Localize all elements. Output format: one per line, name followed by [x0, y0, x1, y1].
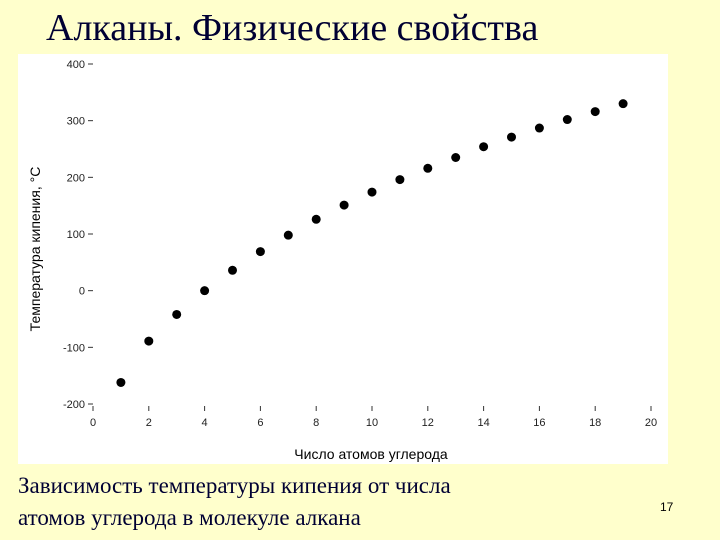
- data-point: [228, 265, 237, 275]
- slide-number: 17: [660, 500, 674, 514]
- y-axis: -200 -100 0 100 200 300 400: [63, 59, 93, 411]
- data-point: [144, 336, 154, 346]
- x-tick-label: 14: [477, 417, 489, 429]
- y-tick-label: 200: [67, 172, 85, 184]
- caption-line-2: атомов углерода в молекуле алкана: [18, 505, 361, 530]
- data-point: [172, 309, 182, 319]
- y-axis-label: Температура кипения, °C: [27, 167, 43, 332]
- data-point: [590, 107, 600, 117]
- data-point: [311, 214, 321, 224]
- x-tick-label: 20: [645, 417, 657, 429]
- slide-title: Алканы. Физические свойства: [46, 7, 539, 49]
- y-tick-label: -100: [63, 342, 85, 354]
- x-tick-label: 10: [366, 417, 378, 429]
- data-point: [451, 153, 461, 162]
- data-point: [507, 132, 516, 142]
- y-tick-label: 300: [67, 116, 85, 128]
- caption-line-1: Зависимость температуры кипения от числа: [18, 473, 451, 498]
- data-point: [200, 286, 210, 296]
- data-point: [479, 142, 489, 152]
- x-tick-label: 12: [422, 417, 434, 429]
- data-point: [395, 175, 405, 185]
- x-tick-label: 18: [589, 417, 601, 429]
- x-tick-label: 6: [257, 417, 263, 429]
- data-points: [116, 99, 628, 387]
- x-axis: 0 2 4 6 8 10 12 14 16 18 20: [90, 406, 657, 429]
- y-tick-label: 100: [67, 229, 85, 241]
- y-tick-label: -200: [63, 399, 85, 411]
- x-tick-label: 0: [90, 417, 96, 429]
- data-point: [562, 115, 572, 125]
- chart-panel: -200 -100 0 100 200 300 400 0 2 4 6 8 10 12 14 16 18 20 …: [18, 54, 668, 464]
- x-tick-label: 4: [202, 417, 208, 429]
- slide-caption: Зависимость температуры кипения от числа…: [18, 470, 638, 534]
- data-point: [255, 247, 265, 257]
- x-tick-label: 16: [533, 417, 545, 429]
- x-tick-label: 2: [146, 417, 152, 429]
- data-point: [283, 230, 293, 240]
- x-tick-label: 8: [313, 417, 319, 429]
- y-tick-label: 0: [79, 286, 85, 298]
- data-point: [367, 187, 377, 197]
- data-point: [534, 123, 544, 133]
- y-tick-label: 400: [67, 59, 85, 71]
- data-point: [116, 377, 126, 387]
- x-axis-label: Число атомов углерода: [294, 446, 448, 462]
- data-point: [618, 99, 628, 109]
- data-point: [339, 200, 349, 210]
- data-point: [423, 163, 433, 173]
